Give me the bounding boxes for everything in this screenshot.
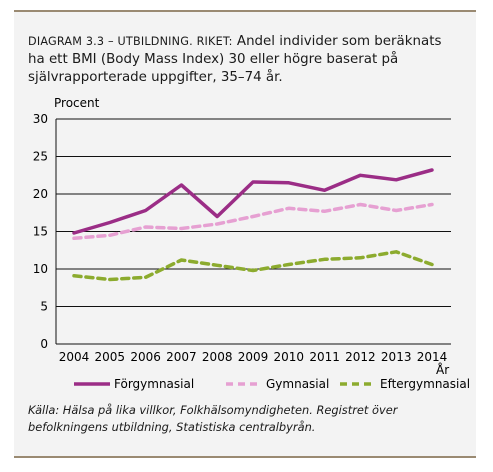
diagram-label: DIAGRAM 3.3 – UTBILDNING. RIKET:	[28, 35, 233, 48]
y-tick-label: 0	[40, 337, 48, 351]
legend-label: Eftergymnasial	[380, 377, 470, 391]
x-tick-label: 2014	[417, 350, 448, 364]
x-tick-label: 2005	[95, 350, 126, 364]
x-tick-label: 2009	[238, 350, 269, 364]
y-tick-label: 20	[33, 187, 48, 201]
chart-title: DIAGRAM 3.3 – UTBILDNING. RIKET: Andel i…	[28, 33, 458, 87]
legend-label: Förgymnasial	[114, 377, 194, 391]
legend: Förgymnasial Gymnasial Eftergymnasial	[74, 377, 470, 391]
x-tick-label: 2008	[202, 350, 233, 364]
series-line	[72, 250, 434, 282]
grid	[55, 118, 451, 345]
diagram-description: Andel individer som beräknats ha ett BMI…	[28, 34, 442, 85]
series-line	[72, 168, 434, 235]
y-tick-labels: 0 5 10 15 20 25 30	[33, 112, 48, 351]
y-tick-label: 25	[33, 150, 48, 164]
legend-label: Gymnasial	[266, 377, 329, 391]
x-tick-label: 2013	[381, 350, 412, 364]
line-chart: 0 5 10 15 20 25 30 2004 2005 2006 2007 2008 2009 201…	[33, 96, 470, 391]
source-note: Källa: Hälsa på lika villkor, Folkhälsom…	[28, 403, 398, 434]
series-lines	[72, 168, 434, 282]
x-axis-label: År	[436, 362, 449, 377]
x-tick-label: 2011	[309, 350, 340, 364]
y-tick-label: 15	[33, 225, 48, 239]
y-axis-label: Procent	[54, 96, 100, 110]
y-tick-label: 10	[33, 262, 48, 276]
x-tick-labels: 2004 2005 2006 2007 2008 2009 2010 2011 2012 2013…	[59, 350, 448, 364]
y-tick-label: 5	[40, 300, 48, 314]
y-tick-label: 30	[33, 112, 48, 126]
x-tick-label: 2004	[59, 350, 90, 364]
x-tick-label: 2007	[166, 350, 197, 364]
x-tick-label: 2006	[130, 350, 161, 364]
series-line	[72, 202, 434, 241]
x-tick-label: 2010	[274, 350, 305, 364]
x-tick-label: 2012	[345, 350, 376, 364]
